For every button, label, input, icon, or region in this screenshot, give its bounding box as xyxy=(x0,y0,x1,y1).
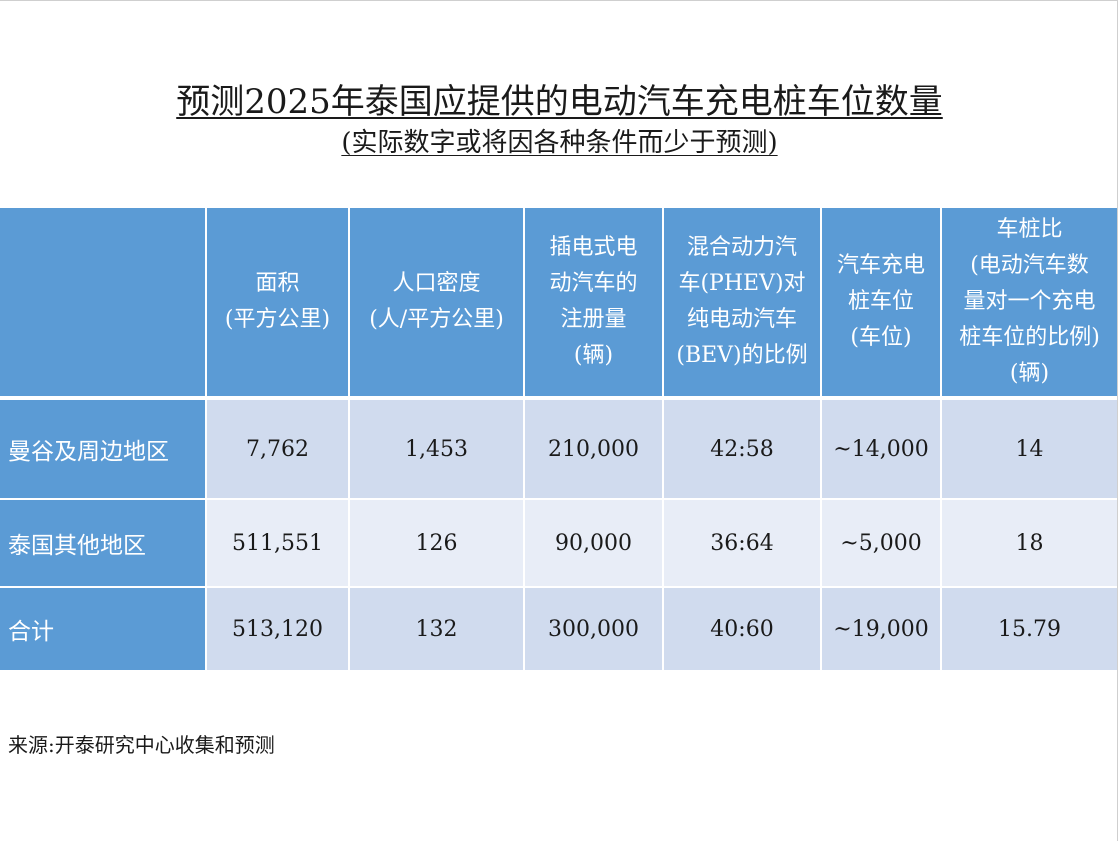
table-cell: 7,762 xyxy=(207,400,350,500)
table-row: 合计 513,120 132 300,000 40:60 ~19,000 15.79 xyxy=(0,588,1117,672)
row-label: 曼谷及周边地区 xyxy=(0,400,207,500)
table-cell: 14 xyxy=(942,400,1117,500)
column-header-line: 动汽车的 xyxy=(549,271,638,296)
column-header: 车桩比 (电动汽车数 量对一个充电 桩车位的比例) (辆) xyxy=(942,208,1117,400)
table-cell: 132 xyxy=(350,588,525,672)
column-header-line: 人口密度 xyxy=(392,271,481,296)
column-header-line: 纯电动汽车 xyxy=(686,307,797,332)
column-header-line: 混合动力汽 xyxy=(686,235,797,260)
header-row: 面积 (平方公里) 人口密度 (人/平方公里) 插电式电 动汽车的 注册量 (辆) 混合动力汽车… xyxy=(0,208,1117,400)
column-header-line: 量对一个充电 xyxy=(963,289,1096,314)
table-cell: 40:60 xyxy=(664,588,822,672)
table-cell: ~14,000 xyxy=(822,400,942,500)
table-cell: 90,000 xyxy=(525,500,664,588)
column-header-line: 桩车位 xyxy=(847,289,914,314)
column-header: 人口密度 (人/平方公里) xyxy=(350,208,525,400)
table-cell: 18 xyxy=(942,500,1117,588)
table-cell: 511,551 xyxy=(207,500,350,588)
table-row: 曼谷及周边地区 7,762 1,453 210,000 42:58 ~14,000 14 xyxy=(0,400,1117,500)
source-note: 来源:开泰研究中心收集和预测 xyxy=(8,733,275,757)
table-cell: 300,000 xyxy=(525,588,664,672)
table-cell: 15.79 xyxy=(942,588,1117,672)
table-cell: 36:64 xyxy=(664,500,822,588)
column-header-line: 车(PHEV)对 xyxy=(678,271,806,296)
table-cell: 513,120 xyxy=(207,588,350,672)
table-cell: 1,453 xyxy=(350,400,525,500)
column-header-line: (人/平方公里) xyxy=(369,307,504,332)
column-header-line: 桩车位的比例) xyxy=(959,325,1100,350)
column-header-line: 注册量 xyxy=(560,307,627,332)
column-header-line: 汽车充电 xyxy=(836,253,925,278)
chart-title: 预测2025年泰国应提供的电动汽车充电桩车位数量 xyxy=(176,82,943,122)
column-header: 面积 (平方公里) xyxy=(207,208,350,400)
table-cell: 126 xyxy=(350,500,525,588)
column-header-line: 插电式电 xyxy=(549,235,638,260)
column-header-line: 车桩比 xyxy=(996,217,1063,242)
column-header-line: 面积 xyxy=(255,271,300,296)
corner-cell xyxy=(0,208,207,400)
row-label: 泰国其他地区 xyxy=(0,500,207,588)
row-label: 合计 xyxy=(0,588,207,672)
table-cell: 42:58 xyxy=(664,400,822,500)
table-cell: 210,000 xyxy=(525,400,664,500)
chart-subtitle: (实际数字或将因各种条件而少于预测) xyxy=(341,128,778,158)
table-cell: ~19,000 xyxy=(822,588,942,672)
column-header-line: (车位) xyxy=(850,325,912,350)
column-header: 插电式电动汽车的注册量 (辆) xyxy=(525,208,664,400)
column-header-line: (辆) xyxy=(573,343,614,368)
data-table: 面积 (平方公里) 人口密度 (人/平方公里) 插电式电 动汽车的 注册量 (辆) 混合动力汽车… xyxy=(0,208,1117,672)
column-header: 汽车充电桩车位 (车位) xyxy=(822,208,942,400)
column-header-line: (BEV)的比例 xyxy=(676,343,808,368)
table-row: 泰国其他地区 511,551 126 90,000 36:64 ~5,000 18 xyxy=(0,500,1117,588)
table-cell: ~5,000 xyxy=(822,500,942,588)
column-header: 混合动力汽车(PHEV)对 纯电动汽车 (BEV)的比例 xyxy=(664,208,822,400)
column-header-line: (平方公里) xyxy=(224,307,331,332)
column-header-line: (电动汽车数 xyxy=(970,253,1089,278)
column-header-line: (辆) xyxy=(1009,361,1050,386)
